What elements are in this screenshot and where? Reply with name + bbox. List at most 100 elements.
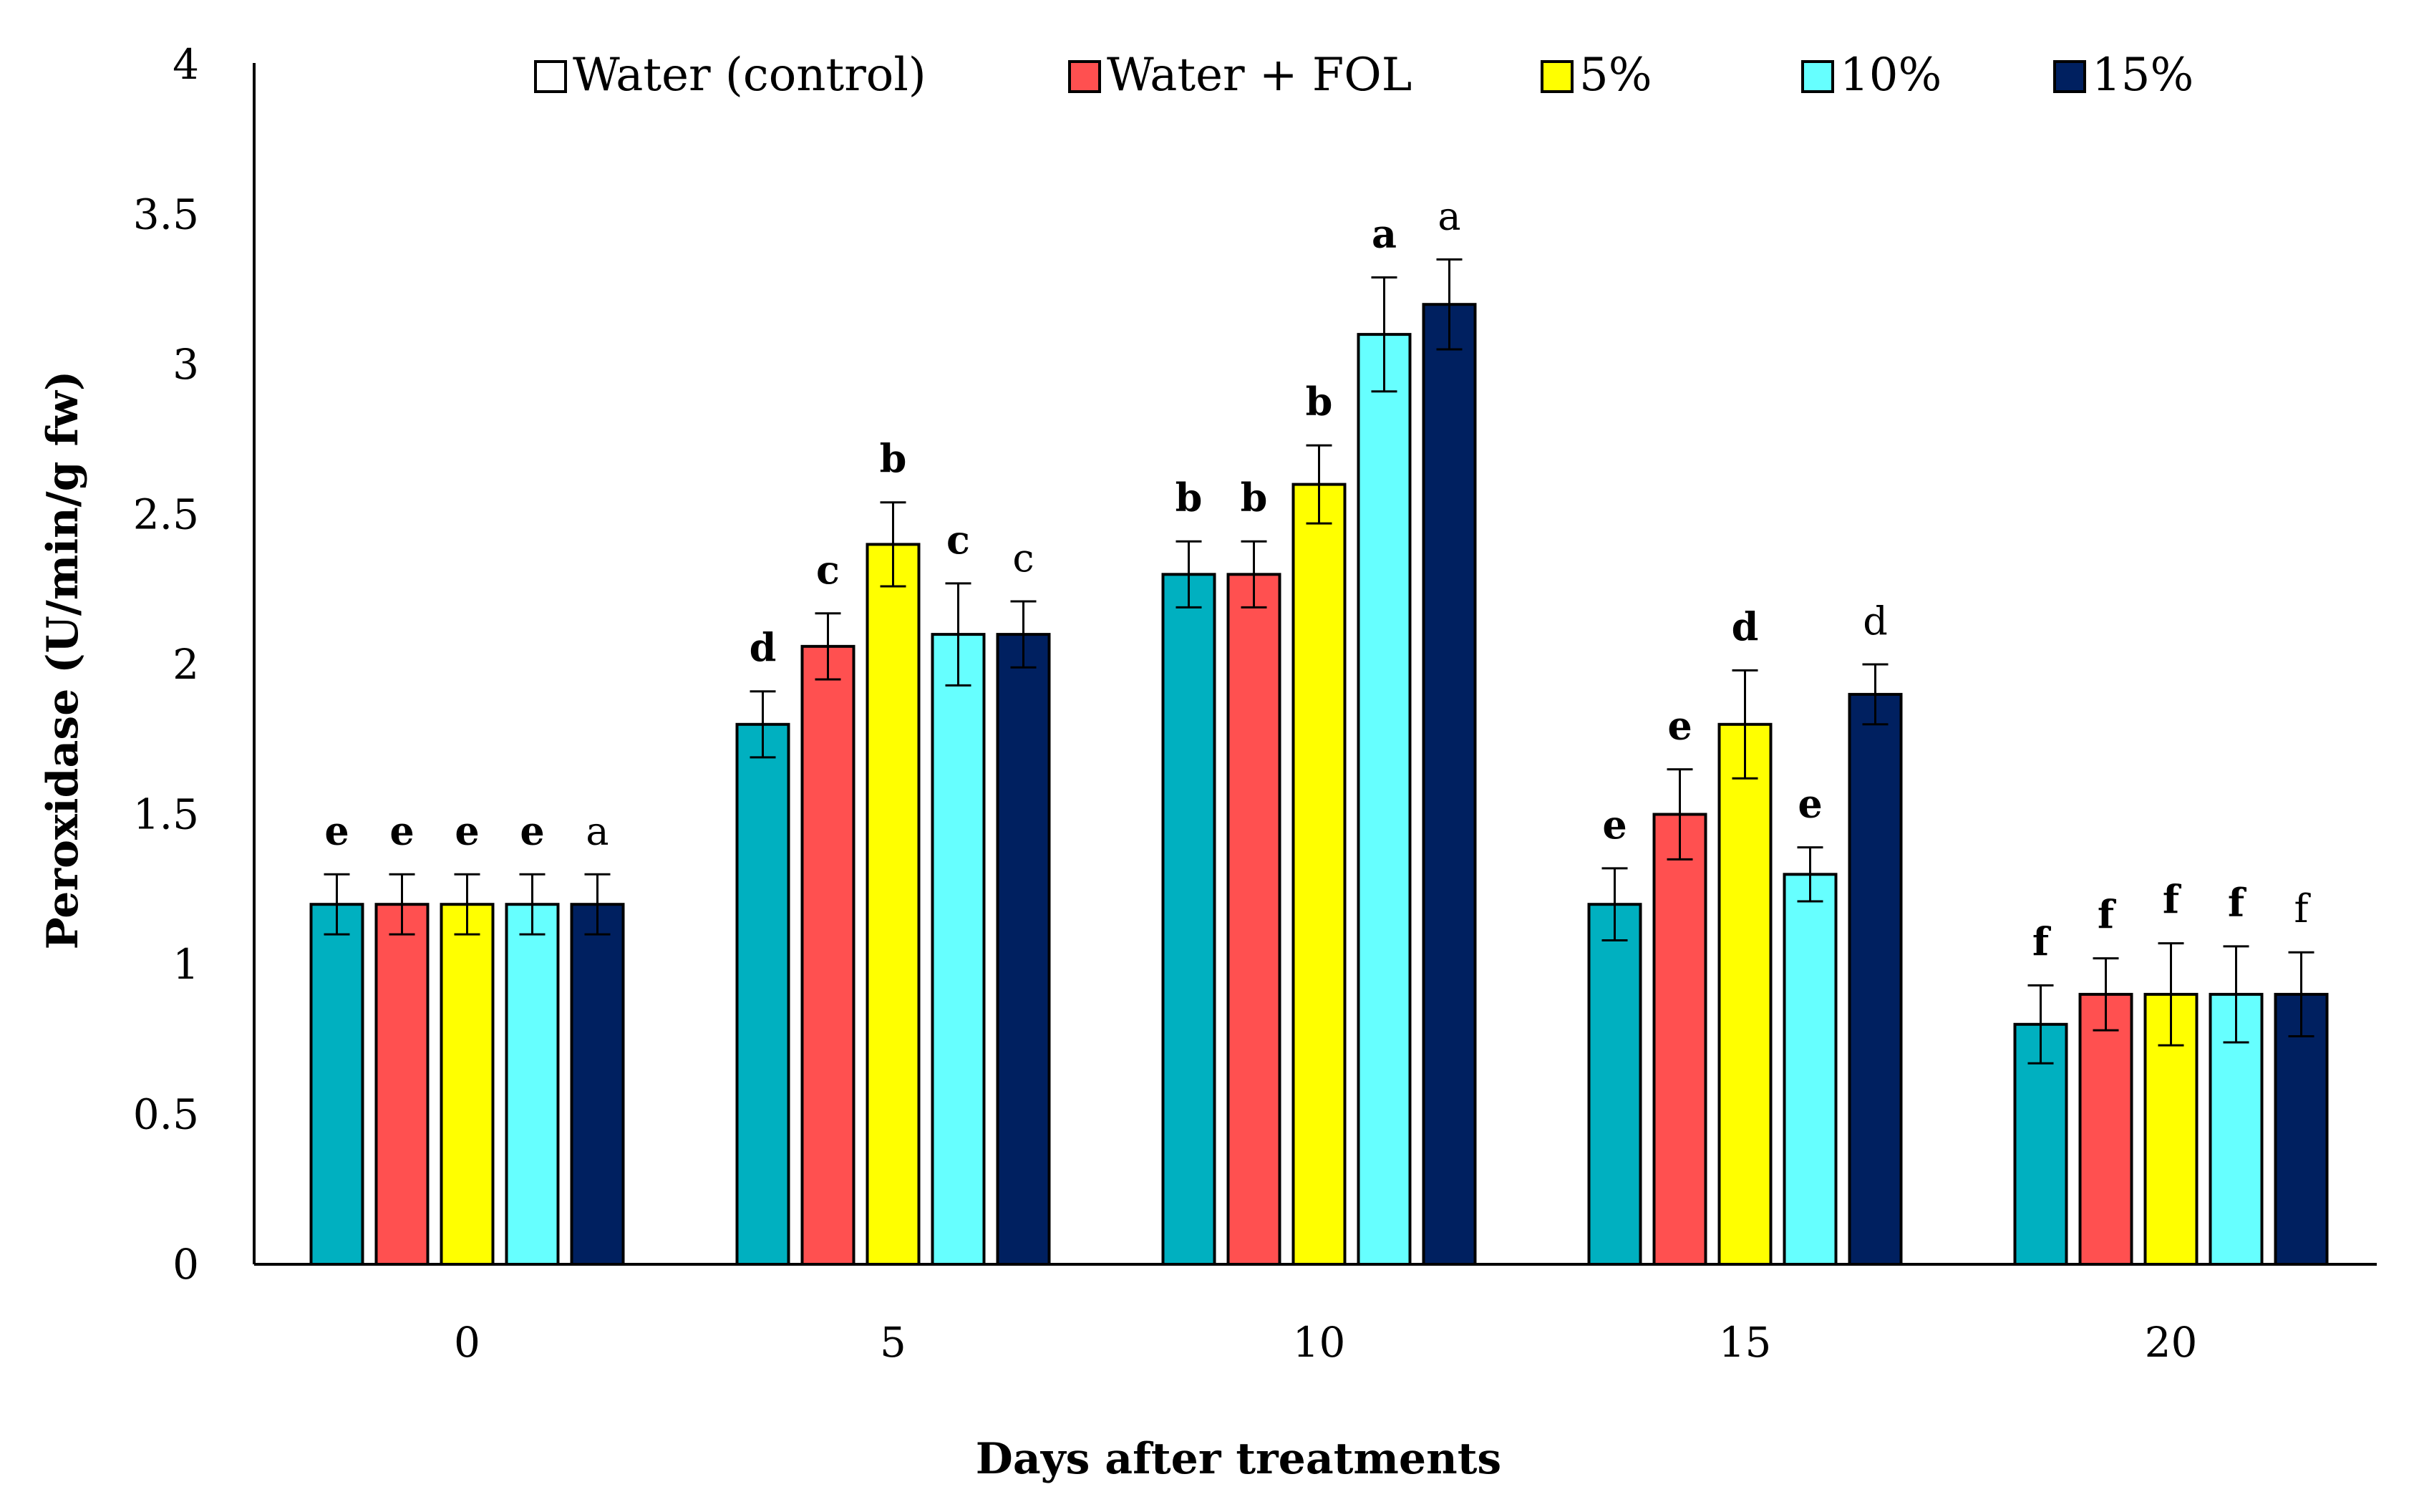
legend-item: 15% [2053, 49, 2194, 102]
error-bar [2027, 984, 2054, 1065]
y-tick-label: 3 [173, 340, 199, 389]
bar [1587, 903, 1642, 1266]
error-bar [1436, 258, 1463, 351]
legend-label: Water (control) [573, 49, 926, 102]
error-bar [1667, 768, 1693, 861]
significance-label: d [750, 625, 777, 671]
significance-label: e [455, 808, 479, 853]
bar [1422, 303, 1477, 1266]
legend-label: 5% [1579, 49, 1652, 102]
error-bar [945, 582, 971, 687]
significance-label: a [1438, 193, 1460, 238]
error-bar [2223, 945, 2249, 1044]
y-tick-label: 2 [173, 640, 199, 689]
legend-swatch [1801, 60, 1834, 93]
significance-label: e [520, 808, 544, 853]
bar [735, 722, 790, 1266]
significance-label: d [1863, 598, 1888, 644]
error-bar [1371, 276, 1397, 393]
bar [800, 644, 855, 1266]
x-tick-label: 20 [2145, 1318, 2198, 1367]
y-tick-label: 2.5 [133, 490, 199, 539]
bar [2274, 992, 2329, 1266]
y-tick-label: 3.5 [133, 190, 199, 239]
significance-label: b [1241, 475, 1268, 520]
significance-label: c [1012, 536, 1034, 581]
y-axis-title: Peroxidase (U/min/g fw) [38, 371, 88, 950]
error-bar [1862, 663, 1889, 726]
bar [1357, 333, 1412, 1266]
error-bar [1797, 846, 1823, 903]
axes [253, 63, 2377, 1266]
bar [505, 903, 560, 1266]
error-bar [1241, 540, 1267, 609]
significance-label: b [1306, 379, 1333, 425]
significance-label: a [586, 808, 609, 853]
y-axis-ticks: 0 0.5 1 1.5 2 2.5 3 3.5 4 [133, 40, 199, 1289]
significance-label: e [1798, 781, 1822, 827]
error-bar [1010, 600, 1037, 669]
bar [996, 633, 1051, 1266]
error-bar [324, 873, 350, 936]
bar [1291, 483, 1347, 1266]
bar [1226, 573, 1281, 1266]
error-bar [1176, 540, 1202, 609]
bar [374, 903, 430, 1266]
bar [2143, 992, 2199, 1266]
y-tick-label: 1.5 [133, 790, 199, 839]
significance-label: a [1372, 210, 1397, 256]
significance-label: e [324, 808, 349, 853]
x-tick-label: 10 [1293, 1318, 1346, 1367]
x-tick-label: 15 [1719, 1318, 1772, 1367]
bar [1652, 813, 1707, 1266]
significance-label: b [880, 436, 907, 482]
error-bar [519, 873, 546, 936]
error-bar [389, 873, 415, 936]
y-tick-label: 0.5 [133, 1090, 199, 1139]
legend-swatch [2053, 60, 2086, 93]
error-bar [2158, 942, 2184, 1047]
legend-item: 10% [1801, 49, 1942, 102]
significance-label: d [1732, 604, 1759, 649]
x-axis-title: Days after treatments [976, 1434, 1501, 1484]
bar [1161, 573, 1216, 1266]
significance-label: e [389, 808, 414, 853]
error-bar [750, 690, 776, 759]
legend-swatch [1068, 60, 1101, 93]
bar [570, 903, 625, 1266]
bar [866, 543, 921, 1266]
significance-label: f [2098, 892, 2117, 938]
y-tick-label: 0 [173, 1240, 199, 1289]
bar [2078, 992, 2133, 1266]
legend-item: Water + FOL [1068, 49, 1412, 102]
legend-item: Water (control) [534, 49, 926, 102]
y-tick-label: 4 [173, 40, 199, 89]
x-axis-ticks: 0 5 10 15 20 [454, 1318, 2197, 1367]
error-bar [1306, 444, 1332, 525]
error-bar [815, 612, 841, 681]
bar [1848, 692, 1903, 1266]
error-bar [880, 501, 906, 588]
significance-label: e [1667, 703, 1692, 749]
significance-label: c [816, 547, 840, 593]
legend-item: 5% [1541, 49, 1652, 102]
bar [1717, 722, 1773, 1266]
significance-label: b [1176, 475, 1203, 520]
significance-label: f [2228, 880, 2247, 926]
x-tick-label: 0 [454, 1318, 480, 1367]
significance-label: f [2032, 919, 2052, 964]
legend: Water (control) Water + FOL 5% 10% 15% [534, 49, 2194, 102]
error-bar [2093, 957, 2119, 1032]
error-bar [1601, 867, 1628, 941]
x-tick-label: 5 [880, 1318, 906, 1367]
legend-swatch [534, 60, 567, 93]
bar [309, 903, 364, 1266]
significance-label: c [946, 517, 970, 563]
significance-label: f [2163, 877, 2182, 923]
bar [931, 633, 986, 1266]
legend-swatch [1541, 60, 1574, 93]
bar [440, 903, 495, 1266]
error-bar [454, 873, 480, 936]
